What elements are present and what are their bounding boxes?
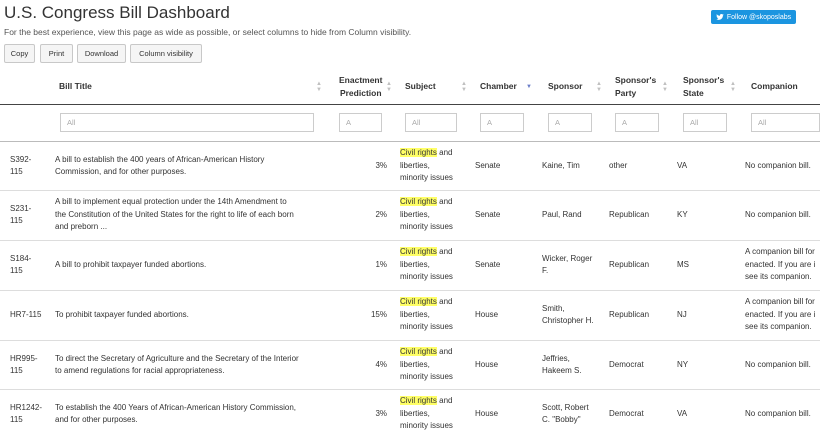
bill-title: A bill to implement equal protection und… xyxy=(55,197,294,232)
page-title: U.S. Congress Bill Dashboard xyxy=(4,3,230,22)
column-visibility-button[interactable]: Column visibility xyxy=(130,44,202,63)
filter-sponsor-party[interactable]: A xyxy=(615,113,659,132)
chamber: House xyxy=(475,408,499,418)
filter-divider xyxy=(0,141,820,142)
copy-button[interactable]: Copy xyxy=(4,44,35,63)
subject: Civil rights and liberties, minority issue… xyxy=(400,247,453,282)
subject: Civil rights and liberties, minority issue… xyxy=(400,148,453,183)
bill-id: HR7-115 xyxy=(10,309,42,319)
sort-icon[interactable]: ▲ ▼ xyxy=(596,81,602,93)
col-header-enactment-prediction[interactable]: Enactment Prediction xyxy=(339,75,383,98)
filter-companion[interactable]: All xyxy=(751,113,820,132)
sponsor-party: Republican xyxy=(609,209,650,219)
col-header-sponsor[interactable]: Sponsor xyxy=(548,81,583,91)
sponsor-state: MS xyxy=(677,259,689,269)
subject: Civil rights and liberties, minority issue… xyxy=(400,396,453,431)
filter-chamber[interactable]: A xyxy=(480,113,524,132)
row-divider xyxy=(0,240,820,241)
subject-highlight: Civil rights xyxy=(400,297,437,307)
subject-highlight: Civil rights xyxy=(400,347,437,357)
chamber: Senate xyxy=(475,259,501,269)
bill-id: HR1242- 115 xyxy=(10,402,43,425)
companion: A companion bill for enacted. If you are … xyxy=(745,297,816,332)
col-header-bill-title[interactable]: Bill Title xyxy=(59,81,92,91)
twitter-bird-icon xyxy=(716,14,724,20)
col-header-sponsor-state[interactable]: Sponsor's State xyxy=(683,75,725,98)
enactment-prediction: 15% xyxy=(370,309,387,319)
filter-subject[interactable]: All xyxy=(405,113,457,132)
row-divider xyxy=(0,389,820,390)
bill-title: A bill to establish the 400 years of Afr… xyxy=(55,154,265,177)
col-header-chamber[interactable]: Chamber xyxy=(480,81,517,91)
sponsor: Smith, Christopher H. xyxy=(542,303,594,326)
bill-id: S231- 115 xyxy=(10,203,32,226)
filter-sponsor-state[interactable]: All xyxy=(683,113,727,132)
col-header-companion[interactable]: Companion xyxy=(751,81,798,91)
companion: No companion bill. xyxy=(745,408,811,418)
print-button[interactable]: Print xyxy=(40,44,73,63)
subject-highlight: Civil rights xyxy=(400,148,437,158)
chamber: Senate xyxy=(475,209,501,219)
enactment-prediction: 2% xyxy=(375,209,387,219)
subject-highlight: Civil rights xyxy=(400,247,437,257)
bill-title: To prohibit taxpayer funded abortions. xyxy=(55,309,189,319)
chamber: Senate xyxy=(475,160,501,170)
subject: Civil rights and liberties, minority issue… xyxy=(400,197,453,232)
chamber: House xyxy=(475,309,499,319)
companion: No companion bill. xyxy=(745,209,811,219)
sponsor-party: Republican xyxy=(609,309,650,319)
col-header-subject[interactable]: Subject xyxy=(405,81,436,91)
twitter-follow-button[interactable]: Follow @skoposlabs xyxy=(711,10,796,24)
companion: No companion bill. xyxy=(745,359,811,369)
sponsor-state: KY xyxy=(677,209,688,219)
enactment-prediction: 1% xyxy=(375,259,387,269)
sponsor-party: Republican xyxy=(609,259,650,269)
enactment-prediction: 3% xyxy=(375,408,387,418)
bill-id: S184- 115 xyxy=(10,253,32,276)
enactment-prediction: 3% xyxy=(375,160,387,170)
sponsor: Wicker, Roger F. xyxy=(542,253,593,276)
sponsor: Paul, Rand xyxy=(542,209,582,219)
header-divider xyxy=(0,104,820,105)
filter-bill-title[interactable]: All xyxy=(60,113,314,132)
row-divider xyxy=(0,290,820,291)
sponsor-party: Democrat xyxy=(609,408,644,418)
sponsor: Kaine, Tim xyxy=(542,160,580,170)
sort-icon[interactable]: ▲ ▼ xyxy=(461,81,467,93)
subject: Civil rights and liberties, minority issue… xyxy=(400,297,453,332)
sort-desc-icon[interactable]: ▼ xyxy=(526,84,532,90)
sponsor-state: VA xyxy=(677,160,688,170)
sponsor-state: VA xyxy=(677,408,688,418)
row-divider xyxy=(0,190,820,191)
bill-title: To establish the 400 Years of African-Am… xyxy=(55,402,296,425)
chamber: House xyxy=(475,359,499,369)
sort-icon[interactable]: ▲ ▼ xyxy=(316,81,322,93)
sort-icon[interactable]: ▲ ▼ xyxy=(730,81,736,93)
col-header-sponsor-party[interactable]: Sponsor's Party xyxy=(615,75,657,98)
sponsor-state: NJ xyxy=(677,309,687,319)
page-subtitle: For the best experience, view this page … xyxy=(4,27,412,37)
enactment-prediction: 4% xyxy=(375,359,387,369)
sponsor-state: NY xyxy=(677,359,689,369)
companion: No companion bill. xyxy=(745,160,811,170)
bill-title: A bill to prohibit taxpayer funded abort… xyxy=(55,259,207,269)
sponsor: Jeffries, Hakeem S. xyxy=(542,353,582,376)
sponsor-party: other xyxy=(609,160,628,170)
download-button[interactable]: Download xyxy=(77,44,126,63)
sort-icon[interactable]: ▲ ▼ xyxy=(662,81,668,93)
sponsor-party: Democrat xyxy=(609,359,644,369)
filter-prediction[interactable]: A xyxy=(339,113,382,132)
bill-id: HR995- 115 xyxy=(10,353,38,376)
subject: Civil rights and liberties, minority issue… xyxy=(400,347,453,382)
sponsor: Scott, Robert C. "Bobby" xyxy=(542,402,589,425)
companion: A companion bill for enacted. If you are … xyxy=(745,247,816,282)
subject-highlight: Civil rights xyxy=(400,396,437,406)
sort-icon[interactable]: ▲ ▼ xyxy=(386,81,392,93)
bill-id: S392- 115 xyxy=(10,154,32,177)
filter-sponsor[interactable]: A xyxy=(548,113,592,132)
row-divider xyxy=(0,340,820,341)
twitter-follow-label: Follow @skoposlabs xyxy=(726,13,792,21)
subject-highlight: Civil rights xyxy=(400,197,437,207)
bill-title: To direct the Secretary of Agriculture a… xyxy=(55,353,299,376)
